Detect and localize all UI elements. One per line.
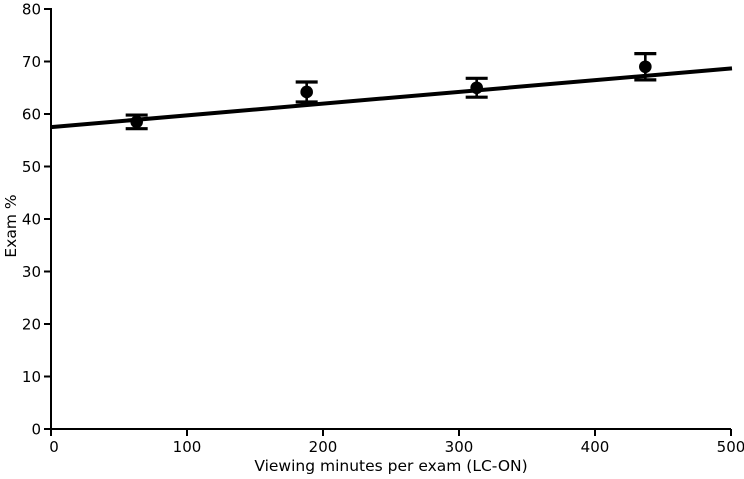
- data-point-marker: [639, 60, 652, 74]
- data-point-group: [295, 80, 318, 104]
- series-exam-score-means: [125, 52, 657, 131]
- y-tick-label: 80: [22, 1, 41, 19]
- data-point-group: [634, 52, 657, 82]
- data-point-marker: [470, 81, 483, 95]
- y-tick-label: 60: [22, 106, 41, 124]
- x-axis-label: Viewing minutes per exam (LC-ON): [254, 457, 527, 475]
- y-tick-label: 70: [22, 53, 41, 71]
- y-axis-label: Exam %: [2, 194, 20, 257]
- y-tick-label: 20: [22, 316, 41, 334]
- axes: 0 100 200 300 400 500 0 10 20 30 40 50 60 70 80: [22, 1, 744, 457]
- data-point-group: [125, 113, 148, 131]
- trend-line: [50, 66, 733, 130]
- x-tick-label: 500: [717, 438, 744, 456]
- y-tick-label: 50: [22, 158, 41, 176]
- y-tick-label: 40: [22, 211, 41, 229]
- y-tick-label: 10: [22, 368, 41, 386]
- data-point-group: [465, 76, 488, 99]
- y-tick-label: 30: [22, 263, 41, 281]
- data-point-marker: [130, 115, 143, 129]
- x-tick-label: 0: [49, 438, 59, 456]
- x-tick-label: 400: [581, 438, 610, 456]
- data-point-marker: [300, 85, 313, 99]
- x-tick-label: 100: [173, 438, 202, 456]
- x-tick-label: 300: [445, 438, 474, 456]
- x-tick-label: 200: [309, 438, 338, 456]
- y-tick-label: 0: [31, 421, 41, 439]
